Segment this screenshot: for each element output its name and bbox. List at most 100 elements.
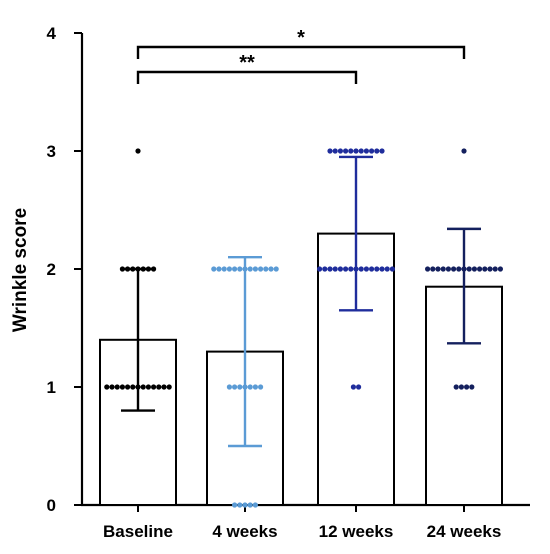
point-3-2-14 [497, 266, 503, 272]
point-0-1-11 [161, 384, 167, 390]
x-tick-label-1: 4 weeks [212, 522, 277, 541]
point-2-2-2 [327, 266, 333, 272]
point-3-2-0 [425, 266, 431, 272]
x-tick-label-2: 12 weeks [319, 522, 394, 541]
point-1-2-1 [216, 266, 222, 272]
point-1-0-2 [242, 502, 248, 508]
point-1-1-2 [237, 384, 243, 390]
point-1-2-10 [263, 266, 269, 272]
point-3-2-8 [466, 266, 472, 272]
point-2-3-9 [374, 148, 380, 154]
point-2-2-12 [379, 266, 385, 272]
point-2-2-14 [389, 266, 395, 272]
point-2-3-2 [337, 148, 343, 154]
point-3-2-1 [430, 266, 436, 272]
point-3-2-2 [435, 266, 441, 272]
significance-label-0: ** [239, 52, 255, 74]
point-1-2-7 [247, 266, 253, 272]
y-tick-label-4: 4 [47, 24, 57, 43]
point-1-0-1 [237, 502, 243, 508]
point-3-1-3 [469, 384, 475, 390]
x-tick-label-3: 24 weeks [427, 522, 502, 541]
point-2-3-0 [327, 148, 333, 154]
point-3-3-0 [461, 148, 467, 154]
point-3-2-9 [471, 266, 477, 272]
point-0-1-4 [125, 384, 131, 390]
point-2-2-8 [358, 266, 364, 272]
point-2-3-6 [358, 148, 364, 154]
point-1-2-3 [226, 266, 232, 272]
point-0-1-2 [114, 384, 120, 390]
point-1-2-12 [273, 266, 279, 272]
point-3-1-1 [458, 384, 464, 390]
point-2-3-7 [363, 148, 369, 154]
point-2-2-1 [322, 266, 328, 272]
point-2-3-8 [369, 148, 375, 154]
point-3-2-6 [456, 266, 462, 272]
point-1-0-0 [232, 502, 238, 508]
point-0-1-1 [109, 384, 115, 390]
point-1-1-4 [247, 384, 253, 390]
point-1-2-8 [252, 266, 258, 272]
point-3-2-10 [477, 266, 483, 272]
point-3-2-3 [440, 266, 446, 272]
bars-group [99, 232, 503, 507]
point-2-2-4 [337, 266, 343, 272]
point-2-2-9 [363, 266, 369, 272]
point-2-2-5 [343, 266, 349, 272]
point-3-1-0 [453, 384, 459, 390]
point-2-3-5 [353, 148, 359, 154]
point-0-1-3 [119, 384, 125, 390]
point-1-0-3 [247, 502, 253, 508]
point-1-2-11 [268, 266, 274, 272]
point-2-2-11 [374, 266, 380, 272]
point-1-2-0 [211, 266, 217, 272]
point-3-2-4 [445, 266, 451, 272]
point-2-1-1 [356, 384, 362, 390]
point-0-1-8 [145, 384, 151, 390]
point-1-0-4 [252, 502, 258, 508]
point-1-2-4 [232, 266, 238, 272]
y-tick-label-1: 1 [47, 378, 56, 397]
significance-group: *** [136, 27, 466, 84]
point-1-2-5 [237, 266, 243, 272]
point-0-1-5 [130, 384, 136, 390]
significance-bracket-0 [136, 70, 358, 84]
point-2-2-13 [384, 266, 390, 272]
axes: 0 1 2 3 4 Baseline 4 weeks 12 weeks 24 weeks [47, 24, 530, 541]
point-1-1-6 [258, 384, 264, 390]
point-1-1-0 [226, 384, 232, 390]
points-group [104, 148, 503, 508]
point-0-1-9 [151, 384, 157, 390]
y-tick-label-0: 0 [47, 496, 56, 515]
point-0-1-12 [166, 384, 172, 390]
point-0-1-0 [104, 384, 110, 390]
point-0-3-0 [135, 148, 141, 154]
point-2-3-10 [379, 148, 385, 154]
error-bars-group [121, 155, 481, 448]
significance-bracket-1 [136, 45, 466, 59]
significance-label-1: * [297, 27, 305, 49]
point-2-3-1 [332, 148, 338, 154]
point-2-3-4 [348, 148, 354, 154]
y-tick-label-2: 2 [47, 260, 56, 279]
point-3-2-12 [487, 266, 493, 272]
point-1-2-9 [258, 266, 264, 272]
point-0-1-10 [156, 384, 162, 390]
point-3-2-11 [482, 266, 488, 272]
point-2-2-3 [332, 266, 338, 272]
point-1-2-2 [221, 266, 227, 272]
y-axis-title: Wrinkle score [10, 208, 31, 332]
y-tick-label-3: 3 [47, 142, 56, 161]
point-2-2-6 [348, 266, 354, 272]
point-1-1-1 [232, 384, 238, 390]
x-tick-label-0: Baseline [103, 522, 173, 541]
point-0-1-7 [140, 384, 146, 390]
point-2-1-0 [350, 384, 356, 390]
point-2-3-3 [343, 148, 349, 154]
point-1-1-5 [252, 384, 258, 390]
point-3-2-5 [451, 266, 457, 272]
point-3-1-2 [464, 384, 470, 390]
point-3-2-13 [492, 266, 498, 272]
point-2-2-0 [317, 266, 323, 272]
